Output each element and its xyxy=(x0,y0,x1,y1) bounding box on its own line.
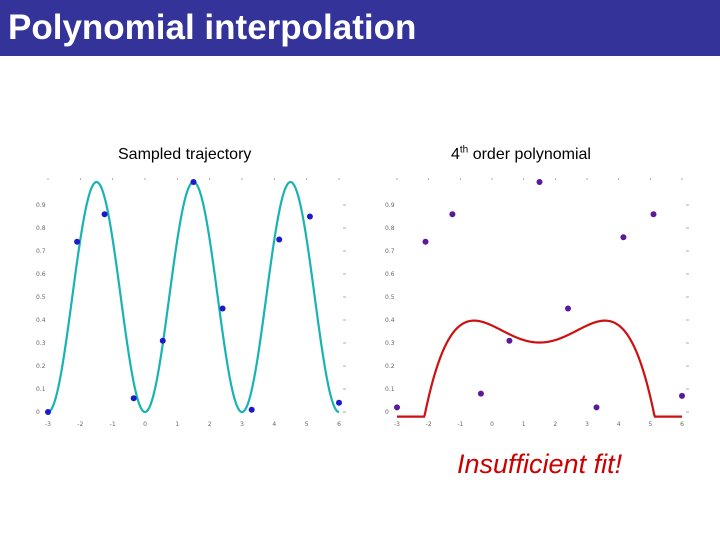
y-tick-label: 0.6 xyxy=(36,271,46,278)
x-tick-label: 2 xyxy=(553,421,557,428)
sample-point xyxy=(159,337,166,344)
y-tick-label: 0.4 xyxy=(385,317,395,324)
sample-point xyxy=(394,404,400,411)
y-tick-label: 0.3 xyxy=(385,340,395,347)
sample-point xyxy=(101,211,108,218)
sample-point xyxy=(536,179,543,185)
x-tick-label: 6 xyxy=(680,421,684,428)
sample-point xyxy=(650,211,657,218)
x-tick-label: -2 xyxy=(426,421,432,428)
y-tick-label: 0.8 xyxy=(36,225,46,232)
y-tick-label: 0.4 xyxy=(36,317,46,324)
sine-curve xyxy=(47,180,340,414)
caption-sampled-trajectory: Sampled trajectory xyxy=(118,146,252,163)
y-tick-label: 0.9 xyxy=(385,202,395,209)
y-tick-label: 0.5 xyxy=(385,294,395,301)
x-tick-label: 2 xyxy=(208,421,212,428)
y-tick-label: 0.7 xyxy=(385,248,395,255)
y-tick-label: 0 xyxy=(36,409,40,416)
x-tick-label: 0 xyxy=(143,421,147,428)
sample-point xyxy=(248,406,255,413)
sample-point xyxy=(276,236,283,243)
slide-title: Polynomial interpolation xyxy=(8,8,417,47)
x-tick-label: -2 xyxy=(77,421,83,428)
sample-point xyxy=(565,305,571,312)
x-tick-label: 1 xyxy=(175,421,179,428)
sample-point xyxy=(45,409,51,415)
chart-sampled: -3 -2 -1 0 1 2 3 4 5 6 0 0.1 0.2 0.3 0.4 0.5 0.6 0.7 0.8 0.… xyxy=(36,178,346,428)
title-bar: Polynomial interpolation xyxy=(0,0,720,56)
y-tick-label: 0.1 xyxy=(36,386,46,393)
sample-point xyxy=(219,305,226,312)
sample-point xyxy=(130,395,137,402)
x-tick-label: 0 xyxy=(490,421,494,428)
caption-order-number: 4 xyxy=(451,146,460,163)
x-tick-label: 4 xyxy=(617,421,621,428)
x-tick-label: 5 xyxy=(648,421,652,428)
x-tick-label: 6 xyxy=(337,421,341,428)
sample-point xyxy=(336,399,342,406)
insufficient-fit-note: Insufficient fit! xyxy=(457,449,623,479)
x-tick-label: 5 xyxy=(305,421,309,428)
sample-point xyxy=(477,390,484,397)
y-tick-label: 0.3 xyxy=(36,340,46,347)
caption-order-suffix: th xyxy=(459,144,469,156)
polynomial-curve xyxy=(397,319,682,418)
y-tick-label: 0.2 xyxy=(385,363,395,370)
sample-point xyxy=(679,392,685,399)
x-tick-label: 4 xyxy=(272,421,276,428)
sample-point xyxy=(449,211,456,218)
caption-polynomial: 4th order polynomial xyxy=(451,144,591,164)
chart-polynomial: -3 -2 -1 0 1 2 3 4 5 6 0 0.1 0.2 0.3 0.4 0.5 0.6 0.7 0.8 0.… xyxy=(385,178,689,428)
y-tick-label: 0.5 xyxy=(36,294,46,301)
x-tick-label: -3 xyxy=(45,421,51,428)
x-tick-label: 3 xyxy=(585,421,589,428)
sample-point xyxy=(74,238,81,245)
sample-point xyxy=(506,337,513,344)
y-tick-label: 0.1 xyxy=(385,386,395,393)
caption-order-text: order polynomial xyxy=(468,146,591,163)
y-tick-label: 0 xyxy=(385,409,389,416)
y-tick-label: 0.8 xyxy=(385,225,395,232)
sample-point xyxy=(593,404,600,411)
sample-point xyxy=(422,238,429,245)
x-tick-label: -1 xyxy=(110,421,116,428)
y-tick-label: 0.2 xyxy=(36,363,46,370)
sample-point xyxy=(306,213,313,220)
y-tick-label: 0.9 xyxy=(36,202,46,209)
x-tick-label: 1 xyxy=(522,421,526,428)
sample-point xyxy=(620,234,627,241)
x-tick-label: 3 xyxy=(240,421,244,428)
y-tick-label: 0.7 xyxy=(36,248,46,255)
sample-point xyxy=(190,179,197,185)
x-tick-label: -1 xyxy=(457,421,463,428)
x-tick-label: -3 xyxy=(394,421,400,428)
y-tick-label: 0.6 xyxy=(385,271,395,278)
